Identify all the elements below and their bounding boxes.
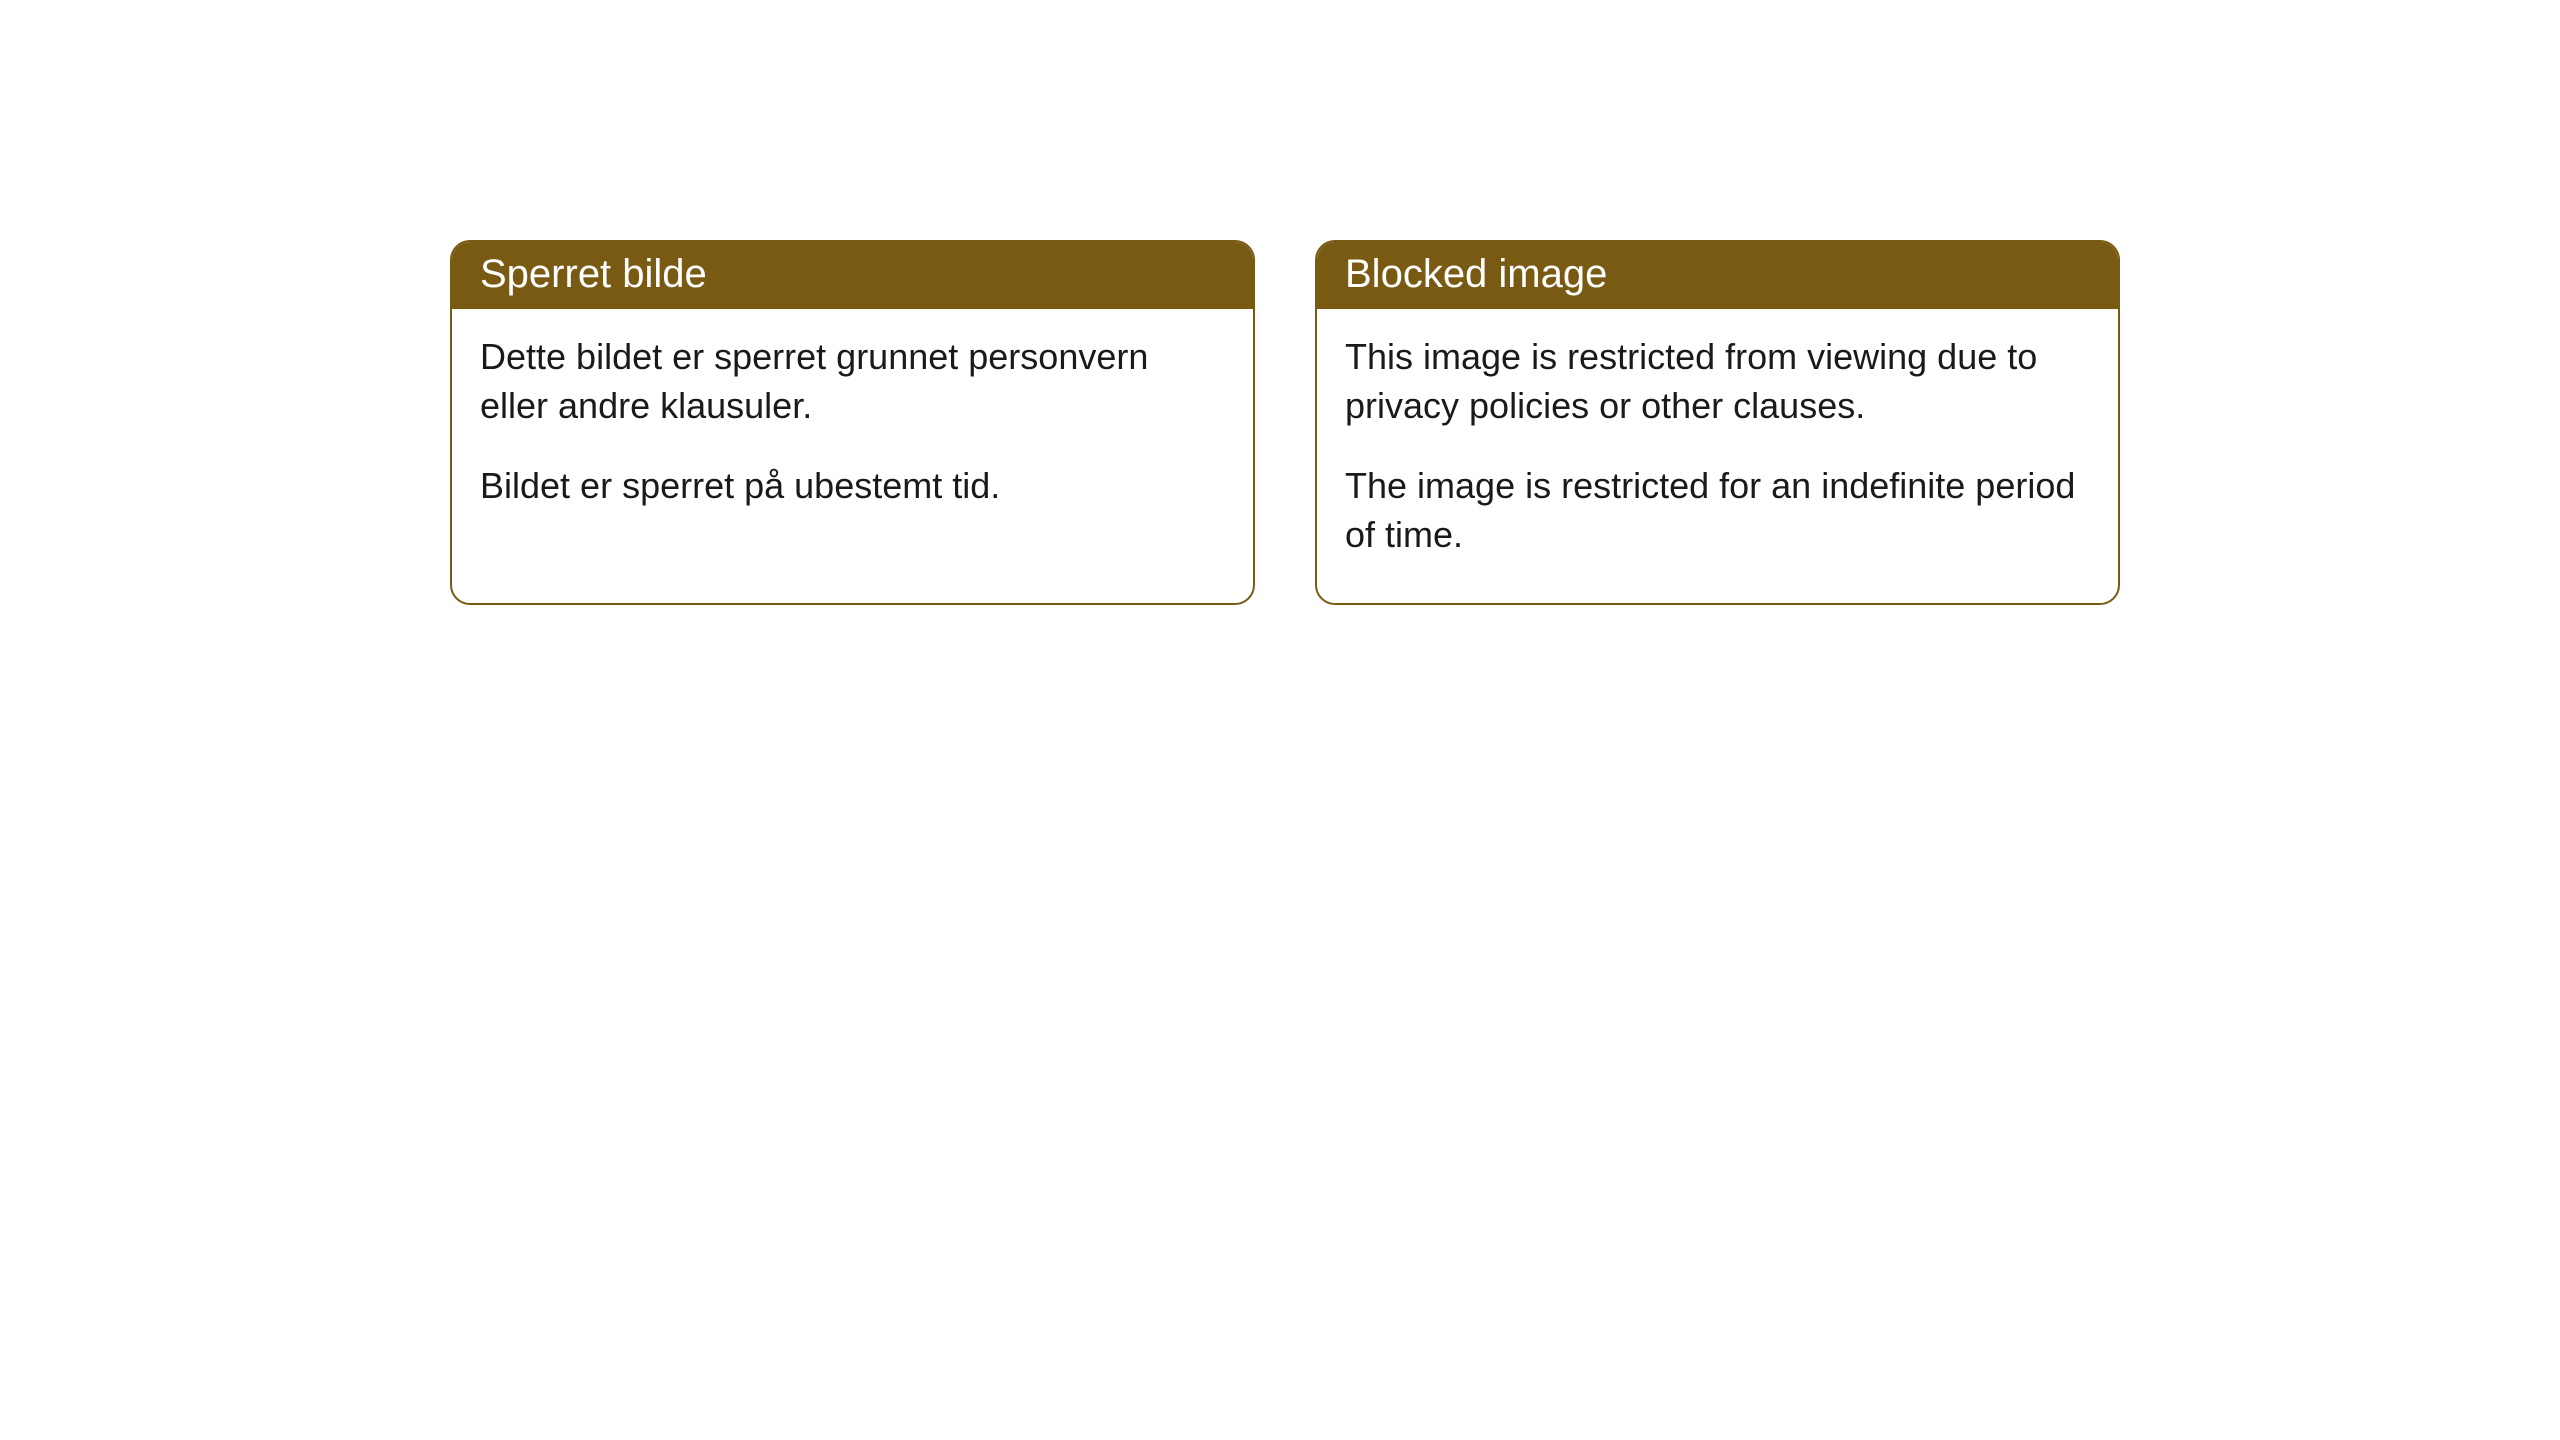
blocked-image-card-no: Sperret bilde Dette bildet er sperret gr…: [450, 240, 1255, 605]
card-text-no-1: Dette bildet er sperret grunnet personve…: [480, 333, 1225, 430]
card-header-en: Blocked image: [1317, 242, 2118, 309]
card-title-no: Sperret bilde: [480, 252, 707, 296]
card-text-no-2: Bildet er sperret på ubestemt tid.: [480, 462, 1225, 511]
card-text-en-2: The image is restricted for an indefinit…: [1345, 462, 2090, 559]
card-text-en-1: This image is restricted from viewing du…: [1345, 333, 2090, 430]
notice-cards-container: Sperret bilde Dette bildet er sperret gr…: [450, 240, 2560, 605]
card-title-en: Blocked image: [1345, 252, 1607, 296]
card-header-no: Sperret bilde: [452, 242, 1253, 309]
card-body-en: This image is restricted from viewing du…: [1317, 309, 2118, 603]
card-body-no: Dette bildet er sperret grunnet personve…: [452, 309, 1253, 555]
blocked-image-card-en: Blocked image This image is restricted f…: [1315, 240, 2120, 605]
